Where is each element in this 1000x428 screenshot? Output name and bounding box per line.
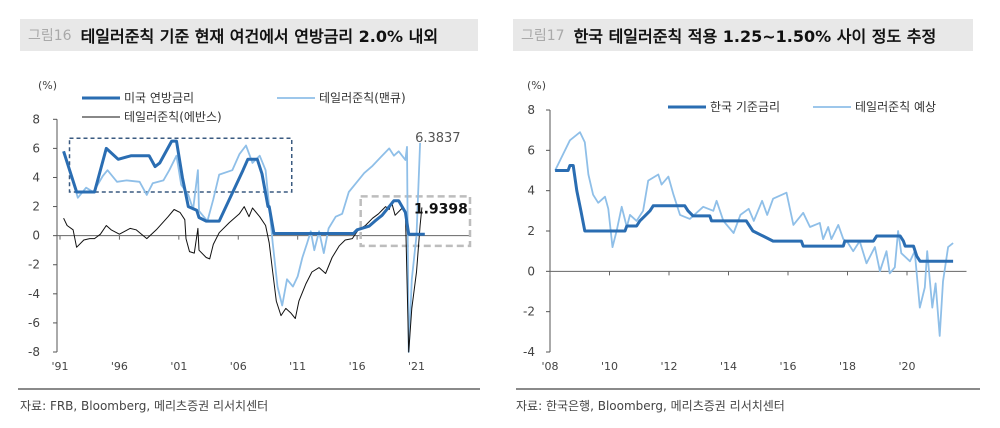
x-tick-label: '96: [111, 360, 128, 373]
legend-label: 테일러준칙(맨큐): [319, 91, 406, 105]
y-tick-label: -2: [523, 305, 535, 319]
data-label: 1.9398: [414, 201, 468, 217]
legend-label: 한국 기준금리: [710, 100, 780, 114]
x-tick-label: '21: [408, 360, 425, 373]
y-tick-label: -8: [28, 345, 40, 359]
y-axis-unit: (%): [527, 79, 546, 92]
y-axis-unit: (%): [38, 79, 57, 92]
y-tick-label: 4: [32, 170, 40, 184]
figure-number: 그림16: [28, 28, 72, 44]
legend-label: 테일러준칙 예상: [855, 100, 936, 114]
x-tick-label: '16: [349, 360, 366, 373]
divider: [516, 388, 980, 390]
y-tick-label: -6: [28, 316, 40, 330]
y-tick-label: 0: [527, 264, 535, 278]
series-line: [554, 131, 954, 337]
series-line: [555, 164, 954, 263]
figure16-title-bar: 그림16 테일러준칙 기준 현재 여건에서 연방금리 2.0% 내외: [20, 19, 478, 51]
x-tick-label: '01: [170, 360, 187, 373]
y-tick-label: 6: [527, 143, 535, 157]
x-tick-label: '12: [660, 360, 677, 373]
x-tick-label: '11: [289, 360, 306, 373]
y-tick-label: 2: [527, 224, 535, 238]
x-tick-label: '06: [230, 360, 247, 373]
x-tick-label: '91: [51, 360, 68, 373]
y-tick-label: 8: [527, 103, 535, 117]
source-note: 자료: FRB, Bloomberg, 메리츠증권 리서치센터: [20, 399, 269, 413]
us-taylor-rule-chart: (%) -8 -6 -4 -2 0 2 4 6 8 '91 '96 '01 '06 '11 '16 '21 미국 …: [28, 79, 472, 373]
x-tick-label: '10: [601, 360, 618, 373]
figure17-title-bar: 그림17 한국 테일러준칙 적용 1.25~1.50% 사이 정도 추정: [513, 19, 973, 51]
y-tick-label: 6: [32, 141, 40, 155]
figure-title: 테일러준칙 기준 현재 여건에서 연방금리 2.0% 내외: [80, 27, 439, 46]
x-tick-label: '20: [898, 360, 915, 373]
y-tick-label: 4: [527, 184, 535, 198]
legend-label: 테일러준칙(에반스): [124, 110, 222, 124]
korea-taylor-rule-chart: (%) -4 -2 0 2 4 6 8 '08 '10 '12 '14 '16 '18 '20 한국 기준금리…: [523, 79, 967, 373]
data-label: 6.3837: [415, 131, 461, 146]
y-tick-label: 2: [32, 200, 40, 214]
legend-label: 미국 연방금리: [124, 91, 194, 105]
y-tick-label: -2: [28, 258, 40, 272]
source-note: 자료: 한국은행, Bloomberg, 메리츠증권 리서치센터: [516, 399, 785, 413]
y-tick-label: -4: [523, 345, 535, 359]
y-tick-label: 8: [32, 112, 40, 126]
series-line: [63, 201, 423, 353]
figure-title: 한국 테일러준칙 적용 1.25~1.50% 사이 정도 추정: [573, 27, 937, 46]
series-line: [62, 139, 425, 236]
x-tick-label: '08: [541, 360, 558, 373]
y-tick-label: 0: [32, 229, 40, 243]
y-tick-label: -4: [28, 287, 40, 301]
figure-number: 그림17: [521, 28, 565, 44]
x-tick-label: '16: [779, 360, 796, 373]
x-tick-label: '18: [839, 360, 856, 373]
x-tick-label: '14: [720, 360, 737, 373]
divider: [18, 388, 480, 390]
